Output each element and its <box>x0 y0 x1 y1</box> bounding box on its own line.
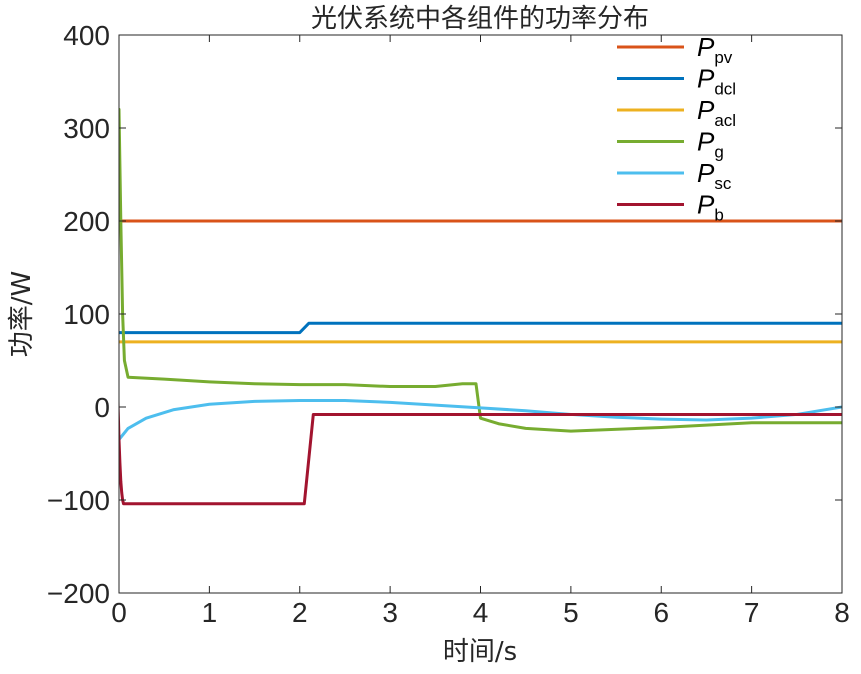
x-tick-label: 7 <box>744 597 760 628</box>
series-line-sc <box>119 398 842 442</box>
y-tick-label: 100 <box>63 299 110 330</box>
legend-entry-dcl: Pdcl <box>697 64 736 99</box>
plot-area <box>119 35 842 593</box>
x-tick-label: 2 <box>292 597 308 628</box>
x-tick-label: 5 <box>563 597 579 628</box>
x-axis-label: 时间/s <box>443 637 517 667</box>
series-line-g <box>119 107 842 433</box>
y-tick-label: −200 <box>47 578 110 609</box>
tick-layer: 0 1 2 3 4 5 6 7 8 400 300 200 100 0 −100 −200 <box>47 20 850 628</box>
chart-title: 光伏系统中各组件的功率分布 <box>311 4 649 34</box>
series-line-dcl <box>119 321 842 335</box>
x-tick-label: 8 <box>834 597 850 628</box>
x-tick-label: 3 <box>382 597 398 628</box>
series-line-b <box>119 370 842 506</box>
x-tick-label: 1 <box>202 597 218 628</box>
y-tick-label: 400 <box>63 20 110 51</box>
legend-entry-g: Pg <box>697 127 724 162</box>
y-tick-label: 200 <box>63 206 110 237</box>
legend-entry-b: Pb <box>697 190 724 225</box>
x-tick-label: 6 <box>653 597 669 628</box>
series-layer <box>119 107 842 506</box>
legend-entry-pv: Ppv <box>697 32 733 67</box>
y-tick-label: 300 <box>63 113 110 144</box>
x-tick-label: 4 <box>473 597 489 628</box>
legend-entry-acl: Pacl <box>697 95 736 130</box>
y-tick-label: −100 <box>47 485 110 516</box>
x-tick-label: 0 <box>111 597 127 628</box>
y-axis-label: 功率/W <box>7 271 37 357</box>
y-tick-label: 0 <box>94 392 110 423</box>
legend-entry-sc: Psc <box>697 158 732 193</box>
